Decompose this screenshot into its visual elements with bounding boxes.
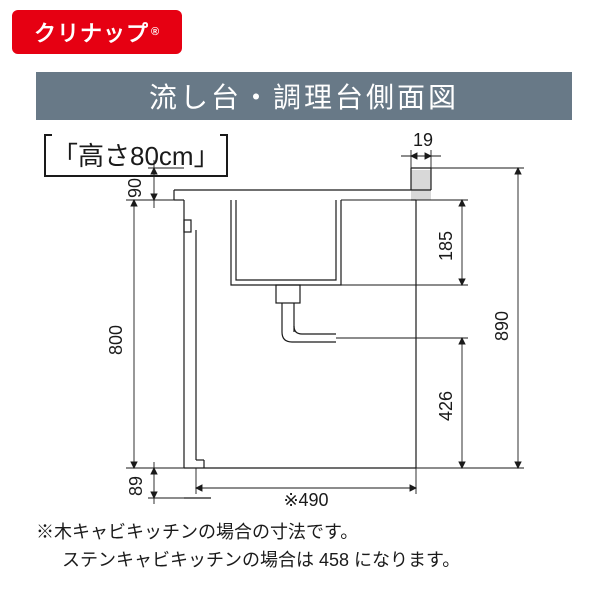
logo-text: クリナップ: [34, 16, 149, 48]
dim-890: 890: [492, 311, 512, 341]
footnote-line1: ※木キャビキッチンの場合の寸法です。: [36, 518, 358, 547]
logo-reg: ®: [151, 26, 160, 38]
footnote-line2: ステンキャビキッチンの場合は 458 になります。: [62, 546, 460, 575]
dim-90: 90: [125, 178, 145, 198]
brand-logo: クリナップ®: [12, 10, 182, 54]
dim-89: 89: [126, 476, 146, 496]
dim-426: 426: [436, 391, 456, 421]
dim-490: ※490: [283, 490, 328, 510]
dim-top-right: 19: [413, 130, 433, 150]
side-view-diagram: 19 90 800 89 185 426 890 ※490: [36, 120, 572, 510]
dim-185: 185: [436, 231, 456, 261]
dim-800: 800: [106, 325, 126, 355]
diagram-title: 流し台・調理台側面図: [36, 72, 572, 120]
